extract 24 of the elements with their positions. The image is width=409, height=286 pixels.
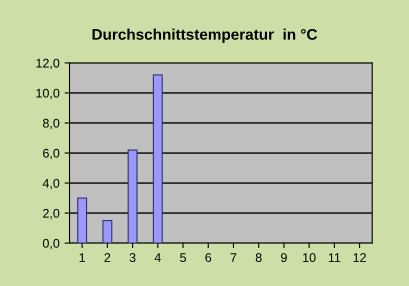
y-tick-label: 0,0 bbox=[42, 238, 60, 250]
chart-title: Durchschnittstemperatur in °C bbox=[92, 28, 318, 43]
x-tick-label: 2 bbox=[104, 253, 110, 262]
x-tick-label: 11 bbox=[328, 253, 340, 262]
x-tick-label: 6 bbox=[205, 253, 212, 262]
bar bbox=[152, 74, 163, 244]
x-tick-label: 5 bbox=[180, 253, 186, 262]
bar bbox=[128, 149, 138, 244]
x-tick-label: 1 bbox=[80, 253, 86, 262]
y-tick-label: 4,0 bbox=[42, 178, 60, 190]
bar bbox=[102, 220, 112, 244]
bar bbox=[77, 198, 88, 244]
y-tick-label: 8,0 bbox=[42, 118, 60, 130]
x-tick-label: 3 bbox=[130, 253, 136, 262]
y-tick-label: 10,0 bbox=[36, 88, 60, 100]
x-tick-label: 10 bbox=[303, 253, 316, 262]
x-tick-label: 7 bbox=[230, 253, 236, 262]
x-tick-label: 9 bbox=[281, 253, 287, 262]
y-tick-label: 2,0 bbox=[43, 208, 60, 220]
x-tick-label: 8 bbox=[256, 253, 262, 262]
x-tick-label: 4 bbox=[154, 253, 161, 262]
x-tick-label: 12 bbox=[354, 253, 366, 262]
y-tick-label: 6,0 bbox=[43, 148, 60, 160]
y-tick-label: 12,0 bbox=[36, 58, 60, 70]
